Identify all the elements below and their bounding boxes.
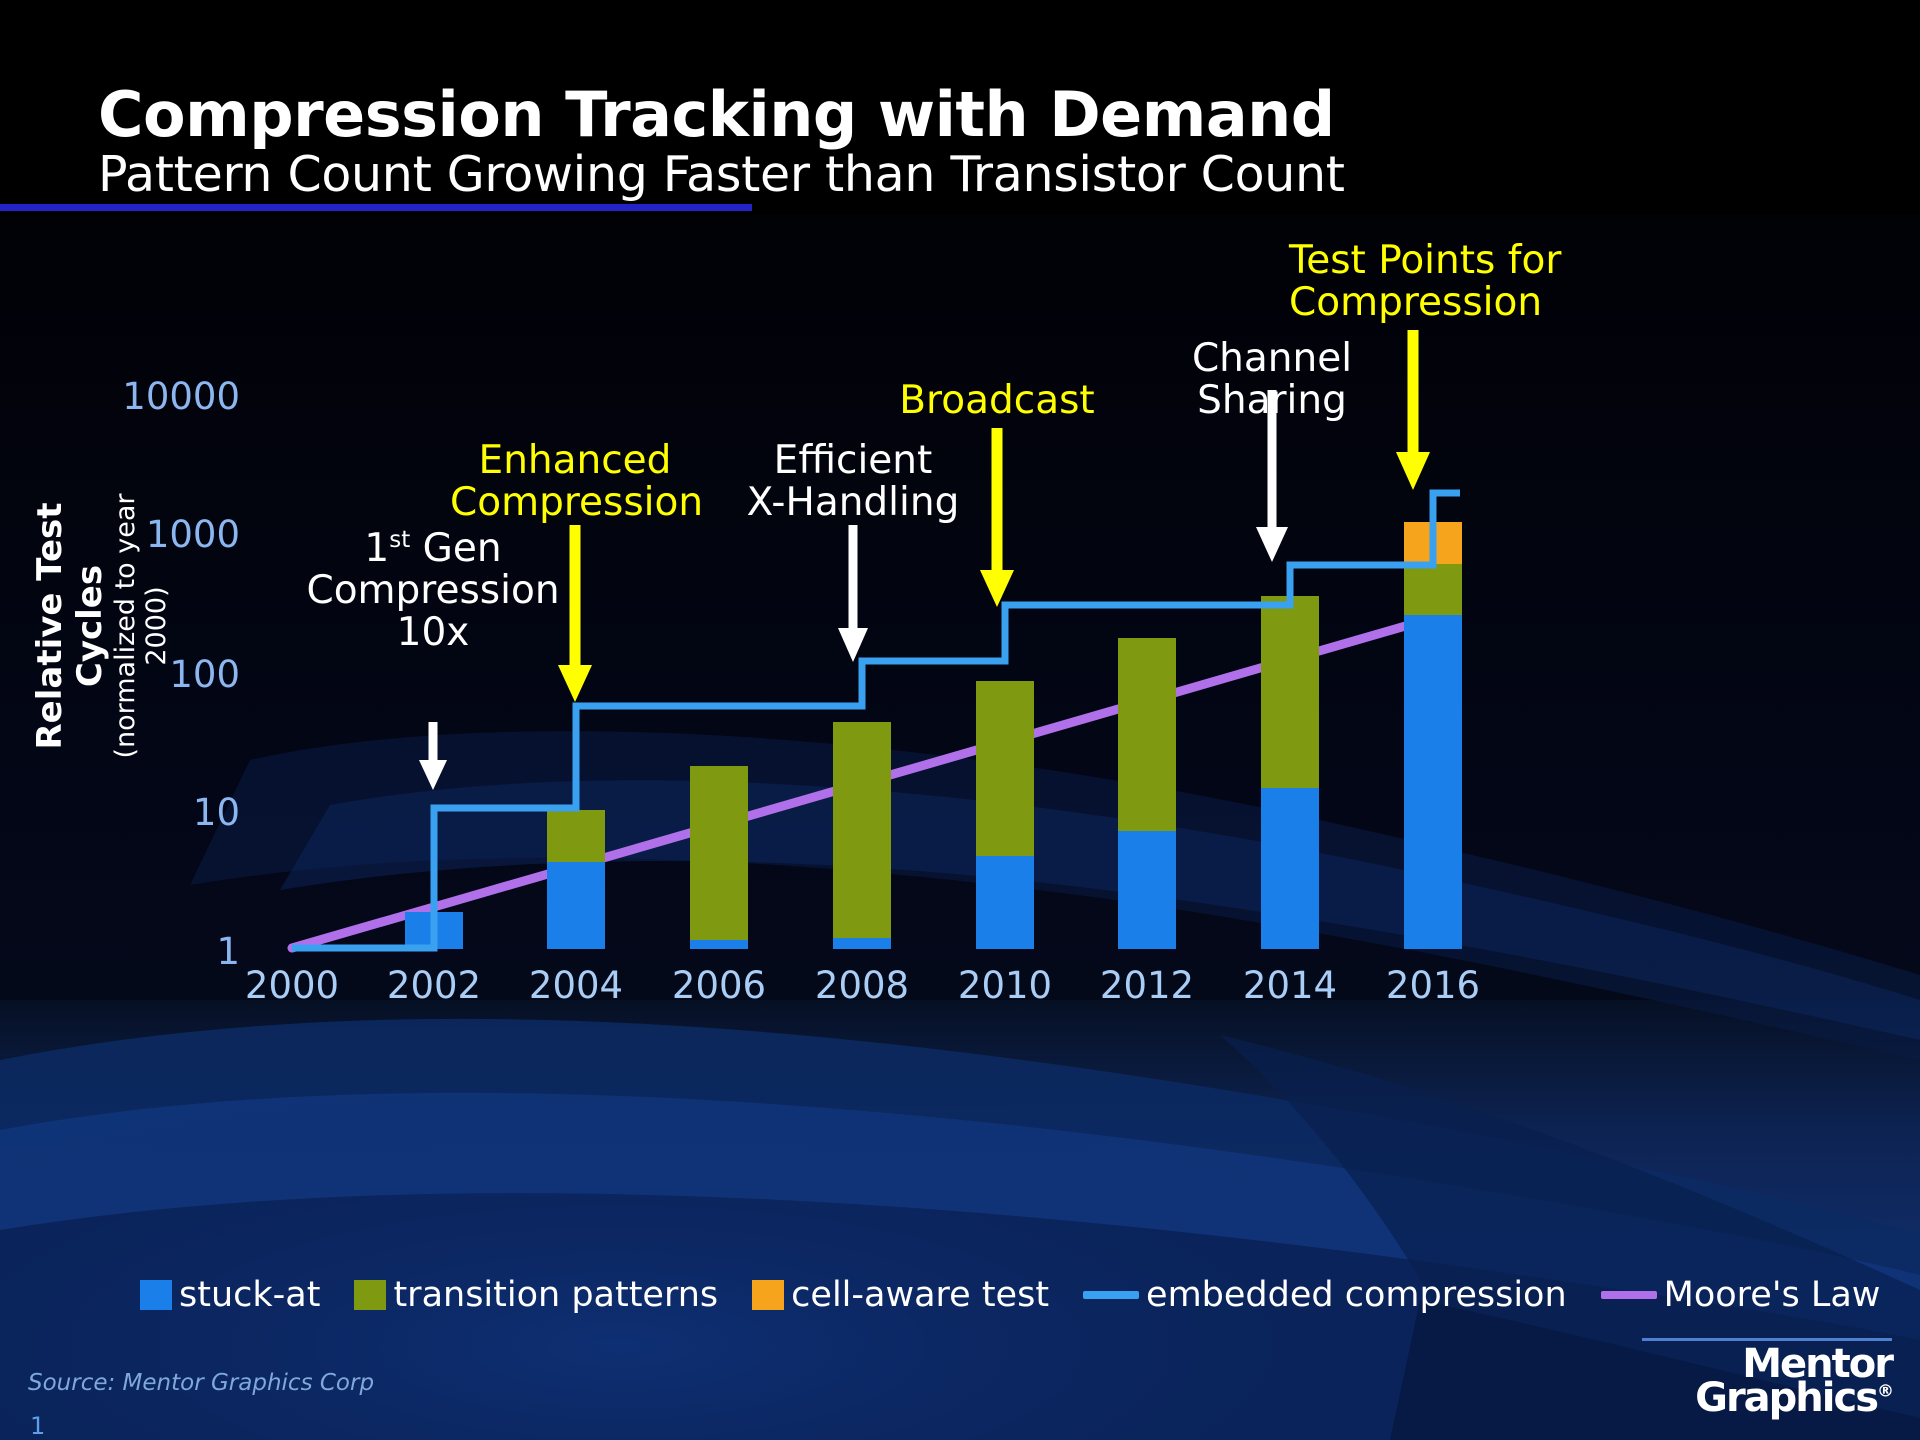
- x-tick-2000: 2000: [244, 964, 340, 1007]
- legend-swatch-transition-patterns: [354, 1280, 387, 1310]
- arrow-channel-sharing: [1256, 390, 1288, 562]
- annotation-channel-line2: Sharing: [1197, 378, 1347, 424]
- bar-2016[interactable]: [1404, 522, 1462, 949]
- y-tick-1000: 1000: [145, 513, 240, 556]
- legend-item-embedded-compression[interactable]: embedded compression: [1083, 1275, 1567, 1315]
- logo-line2: Graphics®: [1695, 1374, 1894, 1421]
- chart-legend: stuck-at transition patterns cell-aware …: [140, 1275, 1914, 1315]
- x-tick-2008: 2008: [814, 964, 910, 1007]
- page-number: 1: [30, 1412, 46, 1440]
- annotation-first-gen-compression: 1st Gen Compression 10x: [303, 526, 563, 656]
- page-subtitle: Pattern Count Growing Faster than Transi…: [98, 146, 1345, 203]
- annotation-enhanced-line2: Compression: [450, 480, 704, 526]
- legend-label-transition-patterns: transition patterns: [393, 1275, 719, 1315]
- annotation-enhanced-compression: Enhanced Compression: [450, 438, 704, 526]
- bar-2012[interactable]: [1118, 638, 1176, 949]
- annotation-broadcast: Broadcast: [877, 378, 1117, 423]
- bar-2010[interactable]: [976, 681, 1034, 949]
- bar-2014[interactable]: [1261, 596, 1319, 949]
- title-block: Compression Tracking with Demand Pattern…: [0, 0, 1920, 215]
- legend-label-cell-aware-test: cell-aware test: [791, 1275, 1050, 1315]
- x-tick-2016: 2016: [1385, 964, 1481, 1007]
- mentor-graphics-logo: Mentor Graphics®: [1695, 1341, 1894, 1421]
- source-note: Source: Mentor Graphics Corp: [28, 1370, 375, 1396]
- annotation-broadcast-line1: Broadcast: [899, 378, 1095, 423]
- arrow-test-points: [1396, 330, 1430, 490]
- bar-2004[interactable]: [547, 810, 605, 949]
- x-tick-2010: 2010: [957, 964, 1053, 1007]
- annotation-first-gen-line1: 1st Gen: [364, 526, 502, 571]
- bar-2006[interactable]: [690, 766, 748, 949]
- y-tick-1: 1: [216, 930, 240, 973]
- x-tick-2012: 2012: [1099, 964, 1195, 1007]
- annotation-first-gen-line2: Compression: [306, 568, 560, 614]
- annotation-enhanced-line1: Enhanced: [478, 438, 672, 483]
- legend-swatch-stuck-at: [140, 1280, 172, 1310]
- annotation-testpoints-line1: Test Points for: [1289, 238, 1562, 283]
- legend-item-stuck-at[interactable]: stuck-at: [140, 1275, 320, 1315]
- legend-label-stuck-at: stuck-at: [179, 1275, 321, 1315]
- annotation-testpoints-line2: Compression: [1289, 280, 1543, 326]
- title-divider: [0, 204, 752, 211]
- arrow-broadcast: [980, 428, 1014, 607]
- legend-swatch-moores-law: [1600, 1291, 1657, 1299]
- annotation-efficient-line1: Efficient: [773, 438, 933, 483]
- annotation-efficient-line2: X-Handling: [746, 480, 960, 526]
- annotation-test-points: Test Points for Compression: [1289, 238, 1562, 326]
- registered-mark-icon: ®: [1877, 1381, 1894, 1402]
- legend-swatch-embedded-compression: [1083, 1291, 1140, 1299]
- page-title: Compression Tracking with Demand: [98, 78, 1335, 151]
- bar-2008[interactable]: [833, 722, 891, 949]
- arrow-enhanced-compression: [558, 525, 592, 702]
- series-embedded-compression: [292, 489, 1460, 952]
- x-tick-2006: 2006: [671, 964, 767, 1007]
- legend-label-embedded-compression: embedded compression: [1146, 1275, 1567, 1315]
- x-tick-2014: 2014: [1242, 964, 1338, 1007]
- ordinal-superscript: st: [389, 527, 411, 553]
- legend-item-transition-patterns[interactable]: transition patterns: [354, 1275, 718, 1315]
- x-tick-2002: 2002: [386, 964, 482, 1007]
- annotation-first-gen-line3: 10x: [396, 610, 470, 656]
- y-tick-10000: 10000: [122, 375, 240, 418]
- legend-item-moores-law[interactable]: Moore's Law: [1600, 1275, 1881, 1315]
- legend-item-cell-aware-test[interactable]: cell-aware test: [752, 1275, 1049, 1315]
- annotation-efficient-x-handling: Efficient X-Handling: [733, 438, 973, 526]
- annotation-channel-line1: Channel: [1191, 336, 1353, 381]
- legend-swatch-cell-aware-test: [752, 1280, 785, 1310]
- annotation-channel-sharing: Channel Sharing: [1152, 336, 1392, 424]
- arrow-first-gen: [419, 722, 447, 790]
- x-tick-2004: 2004: [528, 964, 624, 1007]
- arrow-efficient-x-handling: [838, 525, 868, 662]
- y-tick-10: 10: [192, 791, 240, 834]
- y-tick-100: 100: [169, 653, 240, 696]
- logo-line1: Mentor: [1742, 1341, 1894, 1387]
- logo-divider: [1642, 1338, 1892, 1341]
- legend-label-moores-law: Moore's Law: [1663, 1275, 1881, 1315]
